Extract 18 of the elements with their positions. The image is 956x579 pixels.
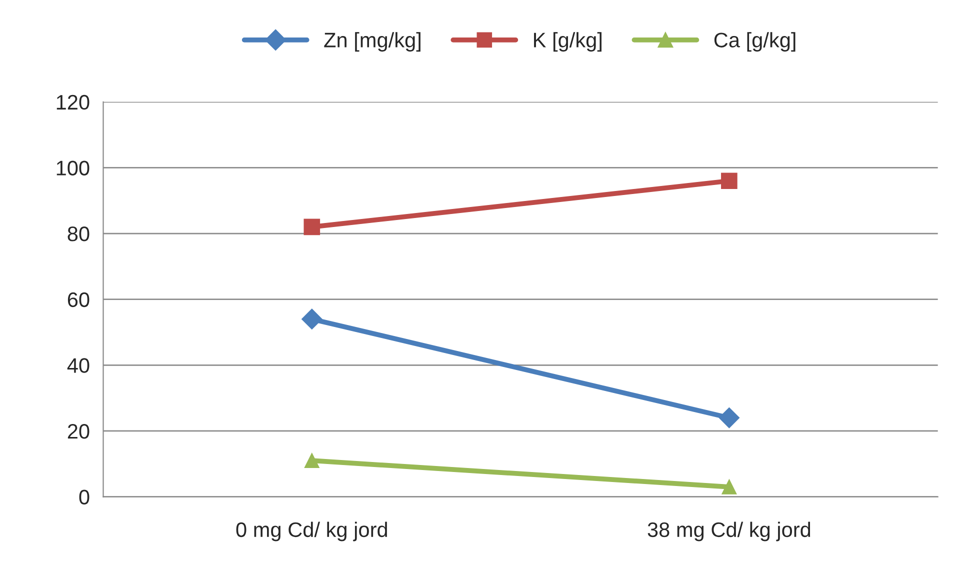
y-tick-label: 120 xyxy=(56,94,90,110)
x-tick-label: 0 mg Cd/ kg jord xyxy=(236,522,387,542)
legend-label: Zn [mg/kg] xyxy=(324,32,420,52)
y-tick-label: 0 xyxy=(79,490,90,505)
point xyxy=(721,172,738,190)
point xyxy=(718,407,740,428)
point xyxy=(304,453,320,468)
y-tick-label: 40 xyxy=(67,358,90,373)
y-tick-label: 20 xyxy=(68,424,90,439)
point xyxy=(304,218,320,236)
y-tick-label: 100 xyxy=(56,160,90,176)
y-tick-label: 80 xyxy=(68,226,90,242)
legend-label: K [g/kg] xyxy=(534,32,602,52)
legend-label: Ca [g/kg] xyxy=(714,32,796,52)
x-tick-label: 38 mg Cd/ kg jord xyxy=(648,522,810,542)
point xyxy=(722,479,737,494)
point xyxy=(302,308,322,330)
y-tick-label: 60 xyxy=(68,292,90,308)
